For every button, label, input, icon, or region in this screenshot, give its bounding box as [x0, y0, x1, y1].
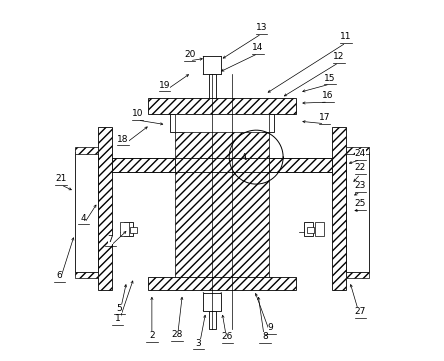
Text: A: A [240, 153, 247, 162]
Text: 20: 20 [184, 50, 195, 59]
Text: 8: 8 [262, 332, 268, 342]
Text: 11: 11 [340, 32, 352, 41]
Bar [316, 222, 325, 236]
Bar [307, 227, 314, 233]
Text: 18: 18 [117, 135, 129, 144]
Text: 25: 25 [355, 199, 366, 208]
Bar [148, 277, 296, 290]
Bar [175, 123, 269, 281]
Bar [346, 152, 369, 272]
Text: 14: 14 [252, 43, 264, 52]
Text: 13: 13 [256, 23, 267, 32]
Text: 21: 21 [55, 174, 67, 183]
Text: 9: 9 [268, 323, 274, 332]
Text: 2: 2 [149, 331, 155, 340]
Text: 23: 23 [355, 181, 366, 190]
Bar [75, 147, 98, 153]
Text: 3: 3 [196, 339, 202, 348]
Bar [111, 158, 175, 171]
Bar [130, 227, 137, 233]
Text: 1: 1 [115, 314, 121, 323]
Bar [269, 158, 333, 171]
Bar [148, 98, 296, 114]
Bar [304, 222, 313, 236]
Text: 28: 28 [171, 330, 183, 339]
Text: 27: 27 [355, 307, 366, 316]
Text: 19: 19 [159, 81, 170, 90]
Bar [124, 222, 133, 236]
Text: 26: 26 [222, 332, 233, 342]
Bar [203, 293, 221, 311]
Text: 22: 22 [355, 164, 366, 173]
Text: 5: 5 [117, 304, 123, 313]
Text: 10: 10 [132, 109, 143, 118]
Text: 6: 6 [56, 271, 62, 280]
Bar [75, 152, 98, 272]
Text: 4: 4 [81, 214, 87, 223]
Bar [209, 74, 216, 98]
Bar [98, 127, 112, 290]
Text: 17: 17 [319, 113, 330, 122]
Text: 16: 16 [322, 91, 334, 100]
Bar [175, 114, 269, 132]
Bar [346, 272, 369, 278]
Bar [98, 158, 346, 171]
Text: 15: 15 [324, 74, 336, 83]
Text: 12: 12 [333, 52, 345, 61]
Bar [346, 147, 369, 153]
Bar [170, 114, 182, 132]
Bar [332, 127, 346, 290]
Bar [119, 222, 128, 236]
Text: 24: 24 [355, 149, 366, 158]
Bar [209, 311, 216, 329]
Bar [203, 56, 221, 74]
Text: 7: 7 [107, 235, 113, 244]
Bar [262, 114, 274, 132]
Bar [75, 272, 98, 278]
